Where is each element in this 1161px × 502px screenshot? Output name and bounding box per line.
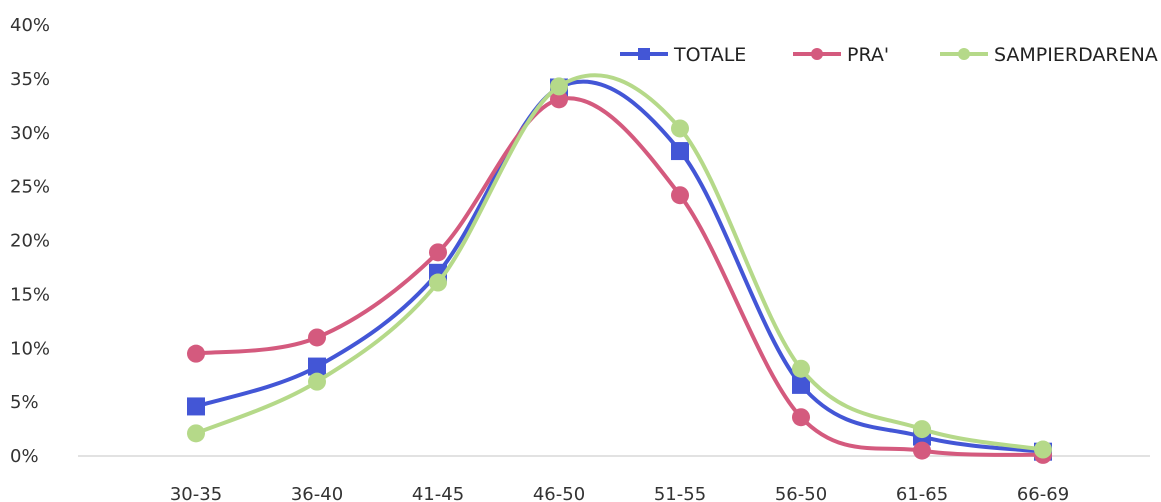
series-line-sampierdarena [194,73,1045,452]
y-tick-label: 10% [10,338,50,359]
data-point-pra [792,408,810,427]
data-point-pra [550,90,568,109]
data-point-pra [913,441,931,460]
series-line-totale [194,79,1045,454]
data-point-totale [308,357,326,376]
x-tick-label: 36-40 [291,484,343,502]
legend-label-sampierdarena: SAMPIERDARENA [994,44,1158,66]
series-totale [187,78,1052,461]
data-point-pra [671,186,689,205]
data-point-pra [429,243,447,262]
legend-marker-totale [638,48,650,60]
data-point-pra [308,328,326,347]
x-tick-label: 51-55 [654,484,706,502]
series-line-pra [194,96,1045,457]
data-point-totale [187,397,205,416]
y-tick-label: 25% [10,177,50,198]
x-tick-label: 66-69 [1017,484,1069,502]
y-tick-label: 35% [10,69,50,90]
axes-layer: 0% 5% 10% 15% 20% 25% 30% 35% 40% 30-35 36-40 41-45… [10,15,1150,502]
data-point-sampierdarena [792,359,810,378]
series-pra [187,90,1052,464]
legend-label-totale: TOTALE [673,44,746,66]
data-point-sampierdarena [429,273,447,292]
data-point-pra [187,344,205,363]
x-tick-label: 30-35 [170,484,222,502]
legend-item-totale: TOTALE [620,44,746,66]
data-point-sampierdarena [550,77,568,96]
data-point-totale [792,375,810,394]
x-tick-label: 56-50 [775,484,827,502]
y-tick-label: 30% [10,123,50,144]
x-tick-label: 61-65 [896,484,948,502]
y-tick-label: 40% [10,15,50,36]
legend-marker-sampierdarena [958,48,970,60]
data-point-sampierdarena [308,372,326,391]
legend-marker-pra [811,48,823,60]
series-sampierdarena [187,73,1052,459]
series-layer [187,73,1052,464]
y-tick-label: 15% [10,284,50,305]
x-tick-label: 41-45 [412,484,464,502]
legend-label-pra: PRA' [847,44,889,66]
data-point-sampierdarena [1034,440,1052,459]
data-point-totale [671,142,689,161]
y-tick-label: 20% [10,231,50,252]
y-tick-label: 0% [10,446,39,467]
legend: TOTALE PRA' SAMPIERDARENA [620,44,1158,66]
legend-item-pra: PRA' [793,44,889,66]
data-point-sampierdarena [913,420,931,439]
y-tick-label: 5% [10,392,39,413]
x-tick-label: 46-50 [533,484,585,502]
data-point-sampierdarena [187,424,205,443]
legend-item-sampierdarena: SAMPIERDARENA [940,44,1158,66]
data-point-sampierdarena [671,119,689,138]
